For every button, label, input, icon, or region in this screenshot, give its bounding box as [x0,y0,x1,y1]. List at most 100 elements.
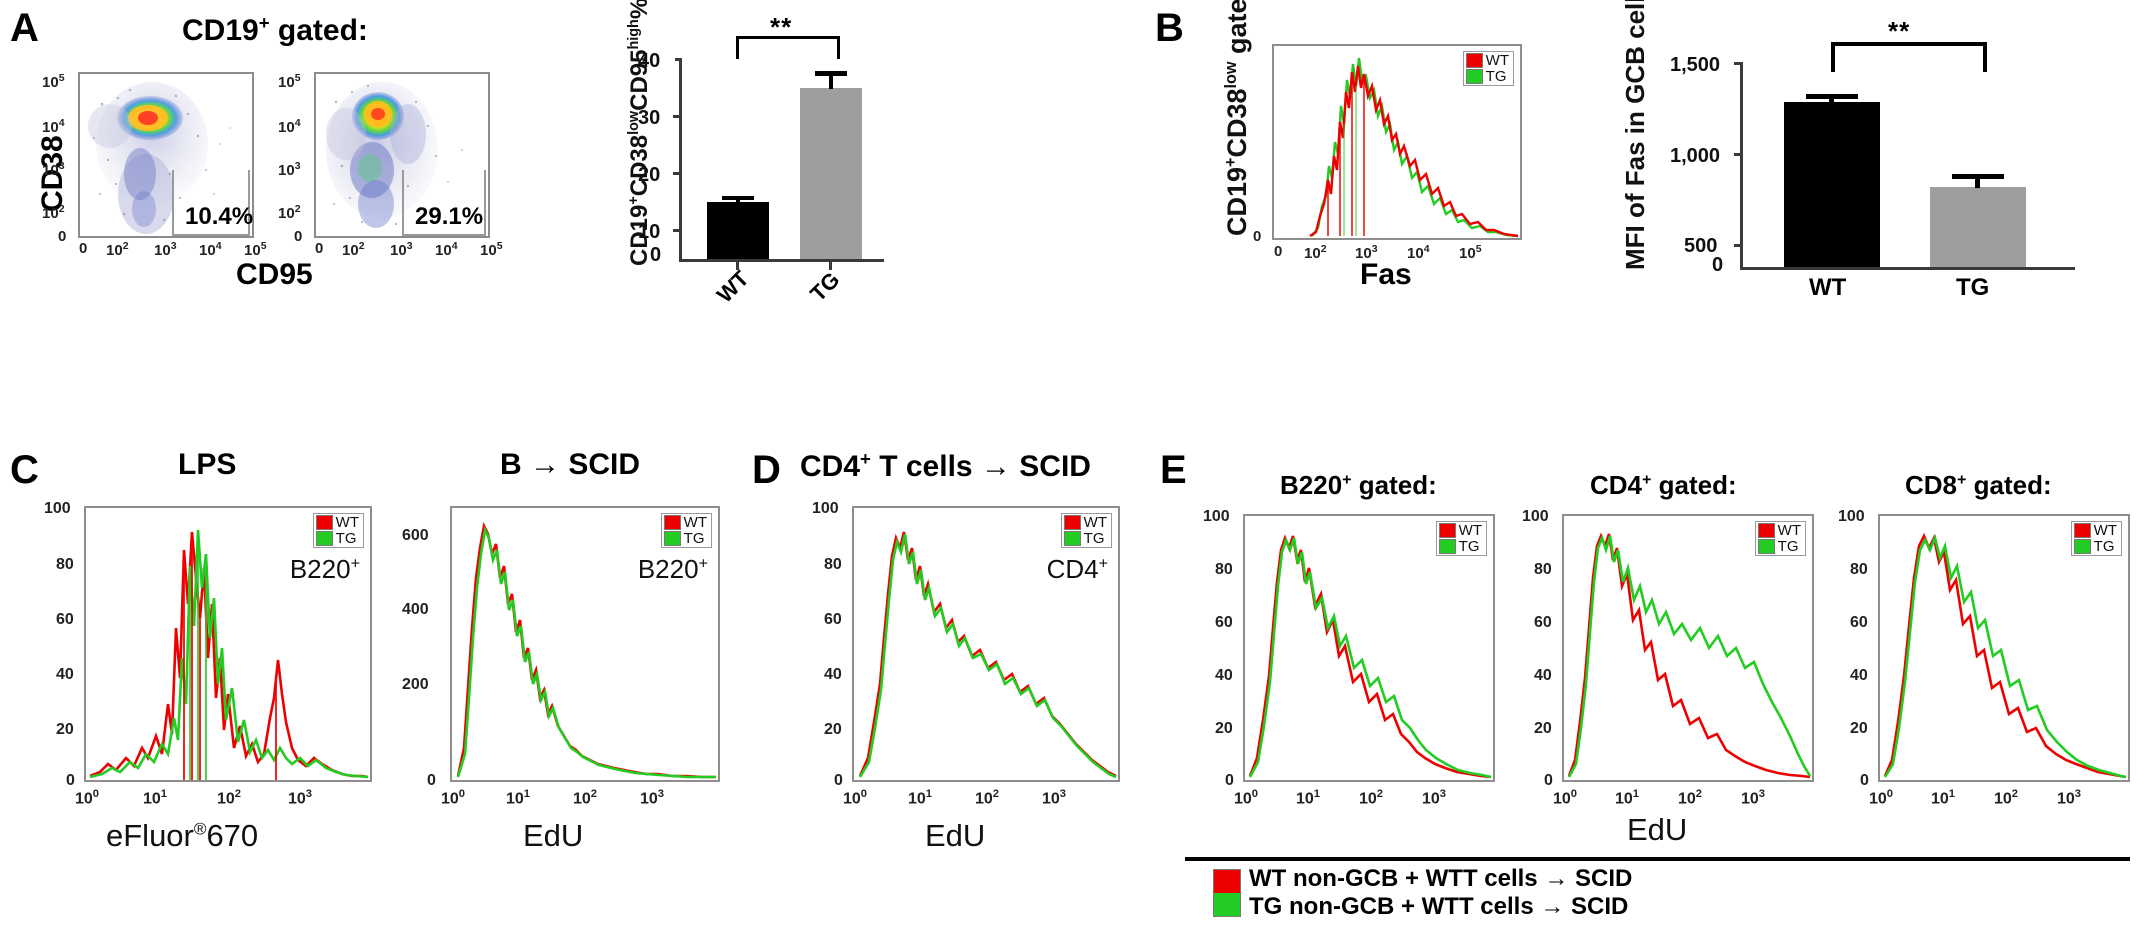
legend-swatch-tg-icon [1438,539,1456,554]
hist-cd4-canvas [858,531,1117,779]
panel-letter-c: C [10,448,39,492]
legend-swatch-tg-icon [1465,69,1483,84]
panel-b-barchart: MFI of Fas in GCB cells 1,500 1,000 500 … [1610,0,2090,301]
panel-a-dotplot-tg [314,72,490,238]
err-a-wt-stem [736,196,740,204]
panel-e-chart2-title: CD4+ gated: [1590,470,1737,501]
panel-d-histogram: WT TG CD4+ [852,506,1120,782]
dotplot-tg-canvas [326,82,463,228]
panel-letter-d: D [752,448,781,492]
panel-c-histogram-lps: WT TG B220+ [84,506,372,782]
panel-d-legend-label-wt: WT [1083,514,1107,531]
panel-c-chart1-title: LPS [178,448,237,481]
hist-e-cd8-canvas [1883,532,2127,779]
panel-c-chart2-title: B → SCID [500,448,641,481]
panel-c2-legend-label-tg: TG [683,530,705,547]
panel-e1-legend-label-tg: TG [1458,538,1480,555]
panel-d-legend-label-tg: TG [1083,530,1105,547]
hist-e-cd4-canvas [1567,532,1812,779]
panel-e3-legend-label-wt: WT [2093,522,2117,539]
panel-a-title-rest: gated: [269,14,368,47]
panel-a-title-sup: + [258,12,270,33]
err-b-tg-stem [1975,174,1980,188]
panel-c2-legend-label-wt: WT [683,514,707,531]
panel-c-chart2-x-axis-title: EdU [523,818,584,853]
legend-swatch-wt-icon [1757,523,1775,538]
legend-swatch-wt-icon [1465,53,1483,68]
panel-e2-legend-row-tg: TG [1757,539,1801,554]
bar-b-wt [1784,102,1880,267]
bar-a-tg [800,88,862,259]
bar-a-label-wt: WT [711,265,754,308]
legend-swatch-tg-icon [1757,539,1775,554]
e2-title-sup: + [1642,470,1652,489]
hist-bscid-canvas [456,521,716,779]
bottom-legend-label-tg: TG non-GCB + WTT cells → SCID [1249,893,1629,921]
panel-a-dotplot-wt [78,72,254,238]
bar-a-ytick-30: 30 [638,107,661,129]
bar-a-ytick-40: 40 [638,50,661,72]
e1-title-main: B220 [1280,470,1343,500]
panel-b-legend: WT TG [1462,51,1514,86]
subset-text: B220 [637,554,699,584]
bar-a-ytick-10: 10 [638,221,661,243]
legend-swatch-wt-icon [663,515,681,530]
subset-text: CD4 [1046,554,1099,584]
panel-d-x-axis-title: EdU [925,818,986,853]
gate-box-tg [402,170,486,236]
panel-b-legend-row-tg: TG [1465,68,1509,85]
sig-bracket-a [736,36,840,59]
e1-title-rest: gated: [1351,470,1437,500]
e3-title-rest: gated: [1966,470,2052,500]
panel-c-chart1-subset: B220+ [290,554,360,585]
panel-b-legend-row-wt: WT [1465,52,1509,69]
panel-b-hist-canvas [1309,57,1519,238]
panel-b-bar-y-label: MFI of Fas in GCB cells [1620,0,1650,270]
bar-a-ytick-20: 20 [638,164,661,186]
panel-a-title-main: CD19 [182,14,259,47]
bar-b-x-axis [1740,267,2075,270]
panel-c-histogram-bscid: WT TG B220+ [450,506,720,782]
panel-e3-legend-row-wt: WT [2073,522,2117,539]
e3-title-sup: + [1957,470,1967,489]
panel-e2-legend-row-wt: WT [1757,523,1801,538]
panel-b-legend-label-wt: WT [1485,52,1509,69]
panel-c1-legend-label-wt: WT [335,514,359,531]
legend-swatch-wt-icon [1438,523,1456,538]
subset-sup: + [1098,554,1108,573]
legend-swatch-tg-icon [315,531,333,546]
panel-a-title: CD19+ gated: [182,12,368,48]
legend-swatch-wt-icon [2073,523,2091,538]
panel-d-subset: CD4+ [1047,554,1108,585]
sig-star-b: ** [1888,16,1911,46]
panel-b-histogram: WT TG [1272,44,1522,240]
panel-letter-e: E [1160,448,1187,492]
bar-a-y-axis [679,58,682,262]
panel-e1-legend-row-tg: TG [1438,538,1482,555]
bar-a-x-axis [679,259,884,262]
panel-c-chart2-legend: WT TG [660,513,712,548]
panel-e-chart1-title: B220+ gated: [1280,470,1437,501]
panel-b-legend-label-tg: TG [1485,68,1507,85]
bar-a-wt [707,202,769,259]
err-b-wt-stem [1829,94,1834,104]
panel-letter-a: A [10,6,39,50]
sig-star-a: ** [770,12,793,42]
panel-d-legend-row-wt: WT [1063,514,1107,531]
err-a-tg-stem [829,71,833,89]
panel-d-legend-row-tg: TG [1063,530,1107,547]
panel-c1-legend-label-tg: TG [335,530,357,547]
bar-b-ytick-1000: 1,000 [1670,145,1721,167]
e1-title-sup: + [1342,470,1352,489]
legend-swatch-tg-icon [2073,539,2091,554]
panel-c2-legend-row-wt: WT [663,514,707,531]
bar-a-label-tg: TG [805,267,845,307]
legend-swatch-tg-icon [663,531,681,546]
panel-e-chart3-title: CD8+ gated: [1905,470,2052,501]
bar-b-y-axis [1740,62,1743,270]
subset-sup: + [350,554,360,573]
hist-e-b220-canvas [1248,534,1492,779]
panel-c2-legend-row-tg: TG [663,530,707,547]
bar-b-ytick-0: 0 [1712,254,1724,276]
